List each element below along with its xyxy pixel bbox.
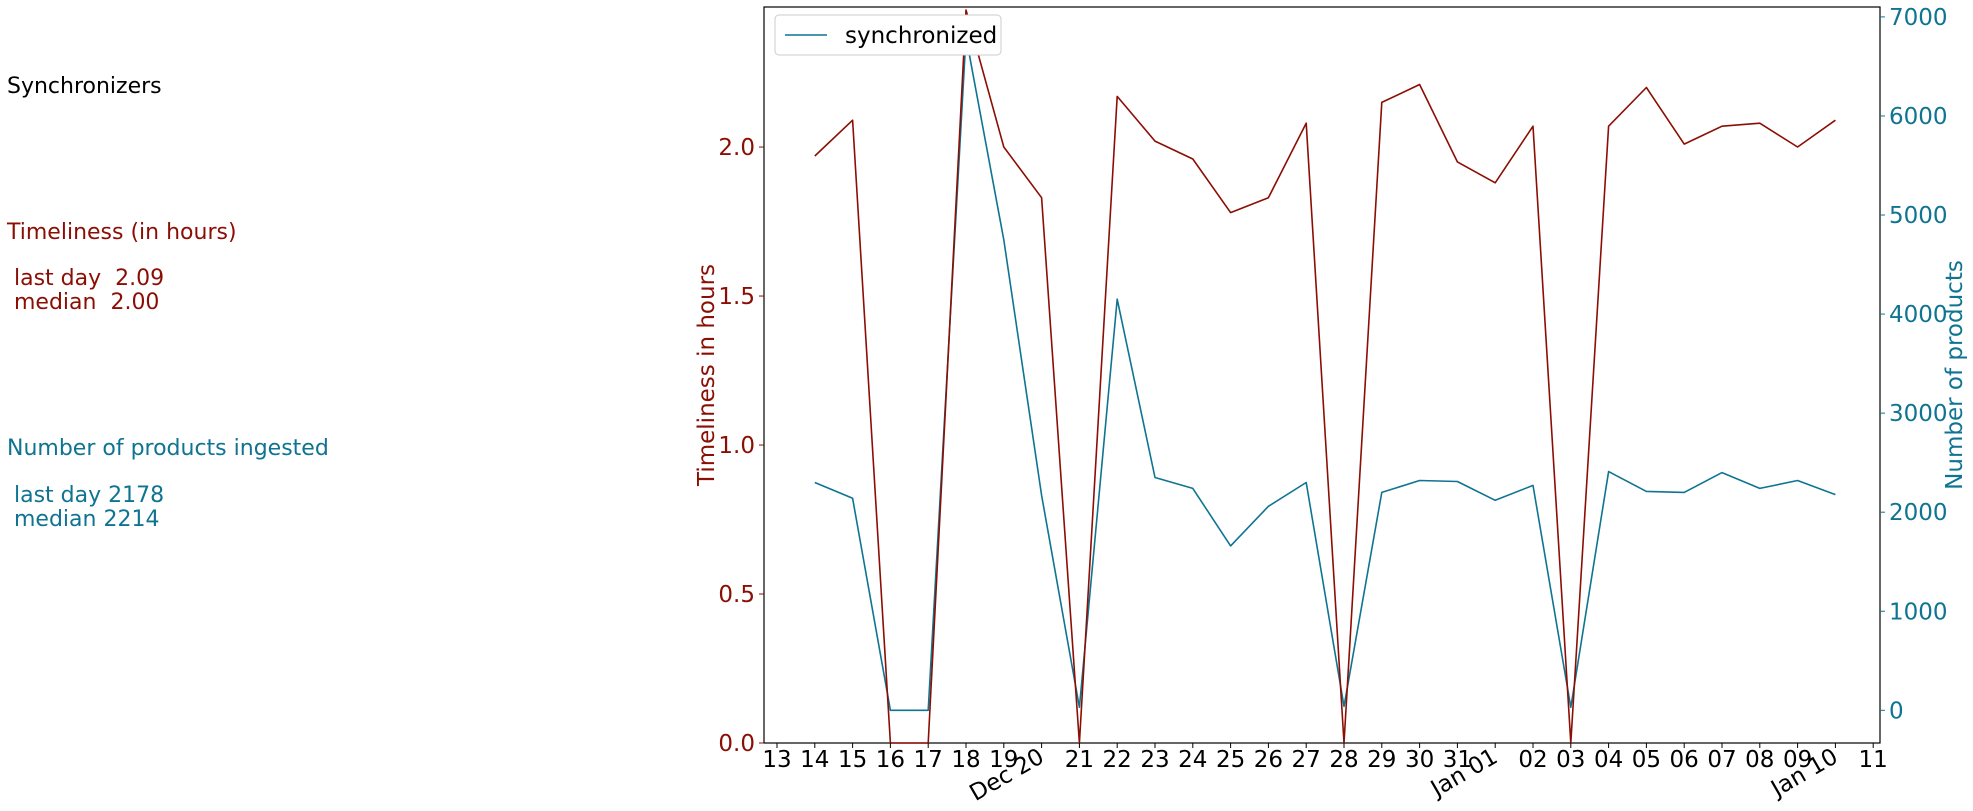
products-median: median 2214	[7, 507, 160, 532]
left-axis-ticks: 0.0 0.5 1.0 1.5 2.0	[718, 135, 764, 757]
x-tick-label: 02	[1518, 747, 1547, 773]
products-last-day: last day 2178	[7, 483, 165, 508]
legend-label: synchronized	[845, 23, 997, 49]
x-tick-label: 04	[1594, 747, 1623, 773]
timeliness-median: median 2.00	[7, 290, 160, 315]
series-line-timeliness	[814, 9, 1836, 744]
x-tick-label: 07	[1707, 747, 1736, 773]
x-tick-label: 15	[838, 747, 867, 773]
left-tick-label: 0.5	[718, 582, 755, 608]
legend: synchronized	[774, 14, 1002, 56]
right-tick-label: 5000	[1889, 203, 1948, 229]
left-tick-label: 2.0	[718, 135, 755, 161]
right-tick-label: 1000	[1889, 599, 1948, 625]
right-tick-label: 2000	[1889, 500, 1948, 526]
timeliness-heading: Timeliness (in hours)	[7, 220, 237, 245]
left-axis-label: Timeliness in hours	[694, 264, 720, 487]
legend-box	[774, 14, 1002, 56]
x-tick-label: 31	[1443, 747, 1472, 773]
right-tick-label: 3000	[1889, 401, 1948, 427]
x-tick-label: 09	[1783, 747, 1812, 773]
left-tick-label: 1.5	[718, 284, 755, 310]
panel-title: Synchronizers	[7, 74, 162, 99]
x-tick-label: 14	[800, 747, 829, 773]
x-tick-label: 30	[1405, 747, 1434, 773]
x-tick-label: 29	[1367, 747, 1396, 773]
right-tick-label: 0	[1889, 698, 1904, 724]
right-tick-label: 6000	[1889, 104, 1948, 130]
left-tick-label: 1.0	[718, 433, 755, 459]
x-tick-label: 11	[1859, 747, 1888, 773]
x-tick-label: 25	[1216, 747, 1245, 773]
x-tick-label: 26	[1254, 747, 1283, 773]
x-tick-label: 08	[1745, 747, 1774, 773]
x-tick-label: 17	[914, 747, 943, 773]
x-tick-label: 03	[1556, 747, 1585, 773]
x-tick-label: 06	[1670, 747, 1699, 773]
x-tick-label: 23	[1140, 747, 1169, 773]
x-tick-label: 22	[1103, 747, 1132, 773]
x-tick-label: 24	[1178, 747, 1207, 773]
timeliness-last-day: last day 2.09	[7, 266, 165, 291]
right-tick-label: 4000	[1889, 302, 1948, 328]
x-tick-label: 18	[951, 747, 980, 773]
x-tick-label: 19	[989, 747, 1018, 773]
plot-frame	[763, 6, 1881, 744]
right-tick-label: 7000	[1889, 5, 1948, 31]
products-heading: Number of products ingested	[7, 436, 329, 461]
right-axis-ticks: 0 1000 2000 3000 4000 5000 6000 7000	[1880, 5, 1948, 724]
x-tick-label: 13	[762, 747, 791, 773]
right-axis-label: Number of products	[1942, 260, 1968, 490]
x-tick-label: 28	[1329, 747, 1358, 773]
x-tick-label: 16	[876, 747, 905, 773]
series-lines	[814, 9, 1836, 744]
x-tick-label: 21	[1065, 747, 1094, 773]
x-tick-label: 27	[1292, 747, 1321, 773]
left-tick-label: 0.0	[718, 731, 755, 757]
x-tick-label: 05	[1632, 747, 1661, 773]
series-line-synchronized	[814, 35, 1836, 712]
